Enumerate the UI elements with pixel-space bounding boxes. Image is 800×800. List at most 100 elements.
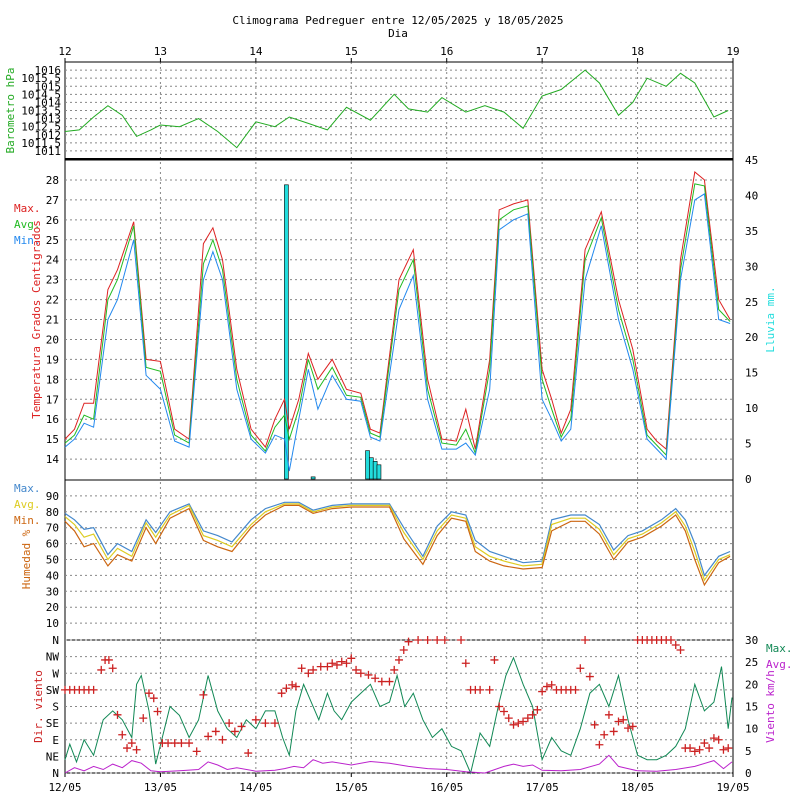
wind-direction-point	[127, 739, 136, 748]
wind-direction-point	[700, 739, 709, 748]
rain-y-tick-label: 25	[745, 296, 758, 309]
temperature-y-tick-label: 16	[46, 413, 59, 426]
wind-direction-point	[352, 665, 361, 674]
humidity-series-line	[64, 504, 731, 587]
humidity-y-tick-label: 50	[46, 554, 59, 567]
wind-direction-point	[347, 654, 356, 663]
wind-direction-point	[571, 685, 580, 694]
wind-direction-y-tick-label: NE	[46, 750, 59, 763]
humidity-legend-label: Avg.	[14, 498, 41, 511]
wind-speed-y-tick-label: 25	[745, 656, 758, 669]
wind-direction-y-tick-label: NW	[46, 651, 60, 664]
wind-direction-point	[404, 637, 413, 646]
temperature-y-tick-label: 24	[46, 254, 60, 267]
wind-direction-point	[399, 645, 408, 654]
temperature-y-tick-label: 15	[46, 433, 59, 446]
wind-direction-point	[153, 707, 162, 716]
pressure-y-tick-label: 1016	[35, 64, 62, 77]
wind-direction-point	[218, 735, 227, 744]
humidity-y-tick-label: 60	[46, 538, 59, 551]
wind-direction-point	[261, 719, 270, 728]
temperature-legend-label: Avg.	[14, 218, 41, 231]
rain-y-tick-label: 0	[745, 473, 752, 486]
wind-direction-point	[230, 727, 239, 736]
wind-direction-point	[251, 715, 260, 724]
wind-direction-point	[485, 685, 494, 694]
wind-direction-point	[385, 677, 394, 686]
rain-y-tick-label: 30	[745, 260, 758, 273]
temperature-series-line	[64, 171, 731, 451]
pressure-axis-label: Barometro hPa	[4, 67, 17, 153]
wind-direction-point	[690, 747, 699, 756]
wind-direction-point	[323, 662, 332, 671]
bottom-x-tick-label: 14/05	[239, 781, 272, 794]
wind-direction-point	[604, 710, 613, 719]
humidity-y-tick-label: 20	[46, 601, 59, 614]
temperature-y-tick-label: 26	[46, 214, 59, 227]
wind-direction-point	[724, 744, 733, 753]
wind-direction-point	[291, 682, 300, 691]
wind-direction-point	[676, 645, 685, 654]
wind-direction-point	[377, 677, 386, 686]
humidity-axis-label: Humedad %	[20, 529, 33, 589]
rain-y-tick-label: 20	[745, 331, 758, 344]
temperature-y-tick-label: 28	[46, 174, 59, 187]
wind-direction-point	[538, 687, 547, 696]
wind-direction-point	[356, 669, 365, 678]
wind-direction-point	[328, 659, 337, 668]
bottom-x-tick-label: 15/05	[335, 781, 368, 794]
rain-axis-label: Lluvia mm.	[764, 286, 777, 352]
wind-direction-point	[600, 730, 609, 739]
bottom-x-tick-label: 13/05	[144, 781, 177, 794]
chart-layers: 12 13 14 15 16 17 18 1910111011,510121012,51013…	[4, 45, 793, 794]
wind-direction-y-tick-label: S	[52, 701, 59, 714]
temperature-y-tick-label: 14	[46, 453, 60, 466]
wind-direction-point	[364, 670, 373, 679]
top-x-tick-label: 19	[726, 45, 739, 58]
wind-direction-y-tick-label: E	[52, 734, 59, 747]
wind-direction-point	[576, 664, 585, 673]
wind-direction-point	[89, 685, 98, 694]
wind-direction-point	[97, 665, 106, 674]
wind-direction-point	[495, 702, 504, 711]
wind-direction-point	[476, 685, 485, 694]
wind-direction-axis-label: Dir. viento	[32, 670, 45, 743]
pressure-y-tick-label: 1014	[35, 96, 62, 109]
rain-y-tick-label: 35	[745, 225, 758, 238]
wind-direction-point	[705, 744, 714, 753]
wind-direction-point	[440, 636, 449, 644]
wind-direction-point	[177, 739, 186, 748]
wind-direction-point	[204, 732, 213, 741]
wind-direction-point	[225, 719, 234, 728]
wind-direction-point	[337, 657, 346, 666]
top-x-tick-label: 16	[440, 45, 453, 58]
wind-direction-point	[542, 682, 551, 691]
wind-direction-point	[547, 680, 556, 689]
top-x-tick-label: 13	[154, 45, 167, 58]
top-x-tick-label: 14	[249, 45, 263, 58]
humidity-y-tick-label: 70	[46, 522, 59, 535]
wind-direction-point	[714, 735, 723, 744]
temperature-y-tick-label: 19	[46, 353, 59, 366]
top-x-tick-label: 17	[536, 45, 549, 58]
rain-y-tick-label: 5	[745, 438, 752, 451]
wind-direction-point	[164, 739, 173, 748]
rain-y-tick-label: 15	[745, 367, 758, 380]
pressure-series-line	[64, 69, 729, 149]
wind-direction-point	[390, 665, 399, 674]
wind-speed-series-line	[64, 656, 733, 775]
temperature-y-tick-label: 18	[46, 373, 59, 386]
wind-direction-point	[609, 727, 618, 736]
wind-speed-series-line	[64, 754, 733, 774]
wind-direction-y-tick-label: SW	[46, 684, 60, 697]
rain-bar	[372, 460, 378, 480]
wind-direction-point	[499, 707, 508, 716]
rain-y-tick-label: 40	[745, 189, 758, 202]
humidity-y-tick-label: 90	[46, 490, 59, 503]
wind-direction-point	[614, 717, 623, 726]
temperature-y-tick-label: 20	[46, 333, 59, 346]
pressure-y-tick-label: 1015	[35, 80, 62, 93]
wind-direction-point	[113, 710, 122, 719]
bottom-x-tick-label: 12/05	[48, 781, 81, 794]
